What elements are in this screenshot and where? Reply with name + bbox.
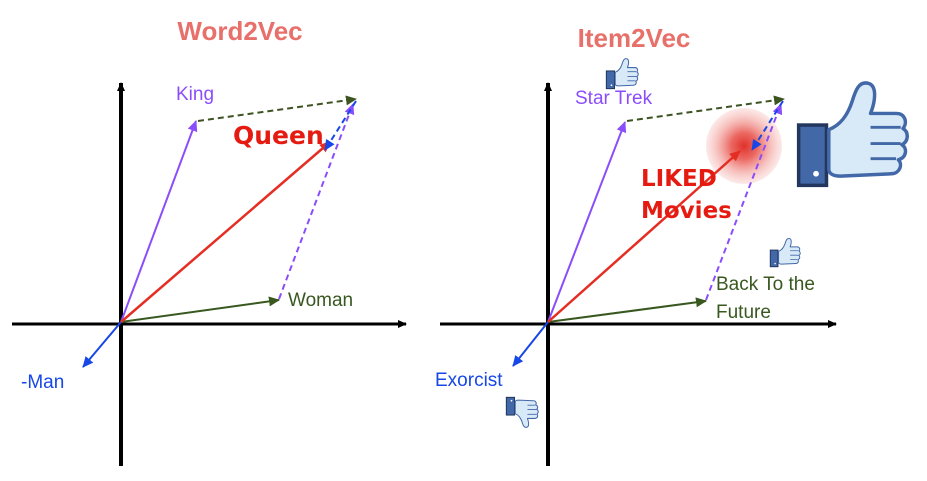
item2vec-title: Item2Vec (578, 23, 691, 53)
minus-man-label: -Man (21, 372, 64, 393)
large-thumbs-up-icon (796, 81, 910, 188)
exorcist-vector (512, 321, 549, 367)
liked-label-line2: Movies (641, 198, 732, 224)
right-axes (440, 82, 837, 466)
king-label: King (176, 84, 214, 105)
exorcist-label: Exorcist (435, 370, 503, 391)
item2vec-panel: Item2Vec Star Trek LIKED Movies (435, 23, 910, 466)
back-to-future-label-line2: Future (716, 302, 771, 323)
exorcist-thumbs-down-icon (505, 396, 539, 429)
queen-vector (120, 141, 331, 323)
star-trek-plus-future-dashed (626, 95, 785, 122)
future-plus-star-trek-dashed (705, 103, 783, 301)
left-axes (12, 82, 407, 466)
word2vec-title: Word2Vec (177, 16, 302, 46)
word2vec-panel: Word2Vec King Queen Woman -Man (12, 16, 407, 466)
minus-man-vector (82, 321, 122, 368)
king-vector (120, 120, 198, 323)
liked-label-line1: LIKED (641, 166, 717, 192)
woman-label: Woman (288, 290, 353, 311)
star-trek-thumbs-up-icon (605, 57, 639, 90)
queen-label: Queen (233, 121, 324, 150)
star-trek-vector (547, 121, 627, 323)
back-to-future-label-line1: Back To the (716, 274, 815, 295)
liked-movies-vector (547, 150, 741, 323)
back-to-the-future-vector (547, 297, 707, 323)
king-plus-woman-dashed (197, 95, 357, 122)
woman-plus-king-dashed (278, 103, 355, 300)
back-to-future-thumbs-up-icon (769, 237, 801, 268)
woman-vector (120, 296, 280, 323)
star-trek-label: Star Trek (575, 88, 653, 109)
